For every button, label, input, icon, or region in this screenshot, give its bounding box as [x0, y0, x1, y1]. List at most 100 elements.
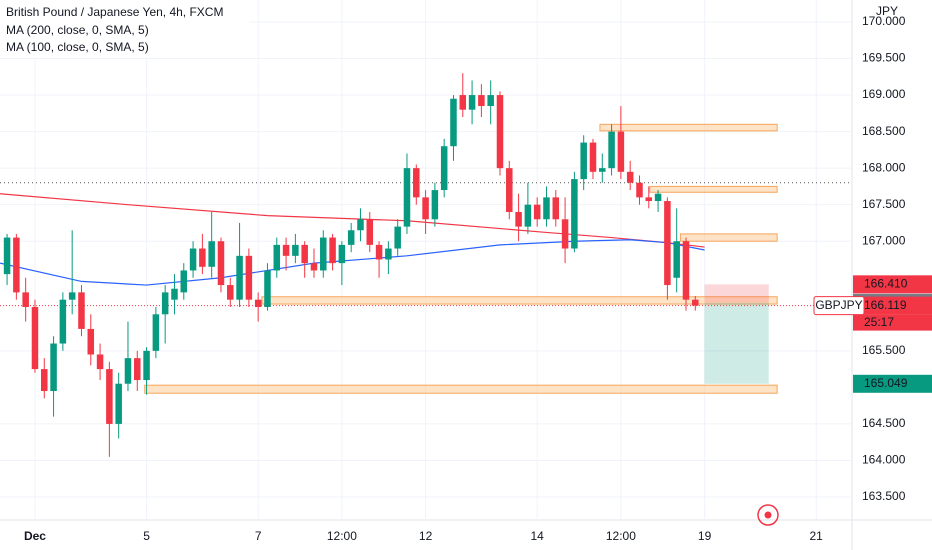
candle-body	[13, 237, 20, 293]
zone	[599, 123, 778, 132]
candle-body	[617, 131, 625, 172]
candle-body	[87, 328, 95, 355]
candle-body	[394, 226, 401, 249]
chart-title: British Pound / Japanese Yen, 4h, FXCM	[6, 5, 223, 19]
currency-label: JPY	[876, 4, 898, 18]
candle-body	[161, 292, 169, 315]
candle-body	[3, 237, 11, 275]
price-label: 165.049	[864, 376, 908, 390]
candle-body	[552, 197, 560, 220]
candle-body	[143, 350, 150, 381]
x-tick-label: 14	[531, 529, 545, 543]
candle-body	[292, 244, 299, 256]
candle-body	[180, 270, 188, 293]
candle-body	[273, 244, 281, 271]
candle-body	[580, 142, 587, 180]
zones-layer	[0, 0, 852, 520]
axis-layer: 170.000 169.500 169.000 168.500 168.000 167.5…	[24, 14, 932, 543]
y-tick-label: 164.500	[862, 416, 906, 430]
y-tick-label: 169.500	[862, 51, 906, 65]
y-tick-label: 165.500	[862, 343, 906, 357]
legend-bg	[0, 0, 250, 58]
indicator-label: MA (100, close, 0, SMA, 5)	[6, 40, 149, 54]
candle-body	[413, 168, 420, 198]
candle-body	[599, 168, 606, 172]
candle-body	[338, 244, 346, 264]
candle-body	[208, 241, 215, 267]
candle-body	[654, 193, 662, 202]
zone	[649, 185, 778, 193]
symbol-tag: GBPJPY	[815, 298, 862, 312]
y-tick-label: 170.000	[862, 14, 906, 28]
price-label: 166.119	[864, 298, 907, 312]
candle-body	[310, 263, 318, 271]
candle-body	[115, 383, 122, 424]
candle-body	[31, 306, 39, 370]
candle-body	[254, 299, 262, 307]
candle-body	[152, 314, 160, 351]
candle-body	[468, 95, 476, 110]
y-tick-label: 168.500	[862, 124, 906, 138]
alert-icon[interactable]	[757, 504, 779, 526]
y-tick-label: 168.000	[862, 160, 906, 174]
candle-body	[264, 270, 271, 307]
y-tick-label: 169.000	[862, 87, 906, 101]
price-label: 166.410	[864, 277, 908, 291]
candle-body	[22, 292, 29, 307]
candle-body	[41, 369, 48, 392]
candle-body	[385, 248, 392, 260]
candle-body	[626, 171, 634, 183]
price-label-bg	[853, 296, 932, 315]
zone	[144, 384, 778, 394]
candle-body	[59, 299, 67, 344]
candle-body	[245, 255, 253, 300]
candle-body	[543, 197, 550, 220]
candle-body	[692, 299, 699, 306]
candle-body	[431, 190, 439, 220]
price-label-bg	[853, 275, 932, 294]
candle-body	[478, 95, 485, 107]
candle-body	[403, 168, 411, 227]
candle-body	[636, 182, 643, 198]
x-tick-label: 19	[698, 529, 712, 543]
x-tick-label: Dec	[24, 529, 46, 543]
indicator-label: MA (200, close, 0, SMA, 5)	[6, 23, 149, 37]
y-tick-label: 164.000	[862, 453, 906, 467]
alert-icon-dot	[764, 511, 772, 519]
candle-body	[440, 146, 448, 191]
candle-body	[608, 131, 615, 169]
candle-body	[106, 369, 113, 424]
candle-body	[189, 248, 197, 271]
stop-area	[704, 284, 769, 303]
candle-body	[496, 95, 504, 169]
y-tick-label: 163.500	[862, 489, 906, 503]
zone	[261, 296, 778, 305]
candle-body	[134, 358, 141, 381]
x-tick-label: 21	[810, 529, 824, 543]
candle-body	[682, 241, 690, 300]
candle-body	[217, 241, 225, 286]
x-tick-label: 5	[143, 529, 150, 543]
x-tick-label: 12	[419, 529, 433, 543]
candle-body	[533, 204, 541, 220]
candle-body	[459, 95, 467, 110]
y-tick-label: 167.500	[862, 197, 906, 211]
x-tick-label: 7	[255, 529, 262, 543]
candle-body	[561, 219, 569, 249]
candle-body	[645, 197, 653, 202]
candle-body	[96, 354, 104, 370]
candle-body	[375, 244, 383, 260]
countdown-bg	[853, 314, 932, 331]
candles-layer	[3, 73, 699, 457]
x-tick-label: 12:00	[606, 529, 636, 543]
candle-body	[236, 255, 243, 300]
candle-body	[506, 168, 513, 212]
candle-body	[347, 230, 355, 245]
candle-body	[329, 237, 336, 264]
countdown: 25:17	[864, 315, 894, 329]
symbol-tag-bg	[813, 296, 865, 316]
y-tick-label: 167.000	[862, 233, 906, 247]
